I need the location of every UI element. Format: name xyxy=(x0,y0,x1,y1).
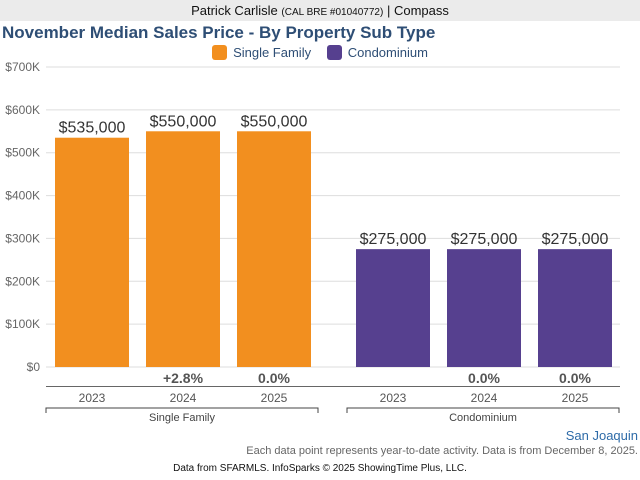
legend-swatch-single-family xyxy=(212,45,228,60)
y-tick-label: $300K xyxy=(5,231,40,245)
data-label: $550,000 xyxy=(241,113,308,130)
bar xyxy=(237,131,311,367)
x-tick-label: 2023 xyxy=(79,391,106,405)
group-label: Single Family xyxy=(149,412,216,424)
x-tick-label: 2023 xyxy=(380,391,407,405)
data-label: $275,000 xyxy=(360,231,427,248)
chart-title: November Median Sales Price - By Propert… xyxy=(2,23,436,42)
y-tick-label: $600K xyxy=(5,103,40,117)
data-label: $550,000 xyxy=(150,113,217,130)
bar xyxy=(356,249,430,367)
agent-header: Patrick Carlisle (CAL BRE #01040772) | C… xyxy=(0,0,640,21)
group-label: Condominium xyxy=(449,412,517,424)
bar xyxy=(538,249,612,367)
bar xyxy=(55,137,129,367)
group-bracket xyxy=(346,407,620,413)
bar xyxy=(146,131,220,367)
agent-name: Patrick Carlisle xyxy=(191,3,278,18)
pct-change-label: 0.0% xyxy=(559,370,591,386)
bar xyxy=(447,249,521,367)
pct-change-label: +2.8% xyxy=(163,370,204,386)
data-credit: Data from SFARMLS. InfoSparks © 2025 Sho… xyxy=(173,463,467,474)
y-tick-label: $400K xyxy=(5,189,40,203)
x-tick-label: 2025 xyxy=(562,391,589,405)
license-number: (CAL BRE #01040772) xyxy=(281,7,384,18)
legend-swatch-condominium xyxy=(326,45,342,60)
y-tick-label: $700K xyxy=(5,60,40,74)
data-note: Each data point represents year-to-date … xyxy=(246,445,638,457)
legend-item-condominium[interactable]: Condominium xyxy=(326,45,428,60)
y-tick-label: $500K xyxy=(5,146,40,160)
y-tick-label: $200K xyxy=(5,274,40,288)
pct-change-label: 0.0% xyxy=(258,370,290,386)
brokerage-name: Compass xyxy=(393,3,449,18)
legend-label-condominium: Condominium xyxy=(347,45,428,60)
legend-item-single-family[interactable]: Single Family xyxy=(212,45,311,60)
chart-legend: Single Family Condominium xyxy=(0,45,640,63)
header-separator: | xyxy=(386,3,391,18)
legend-label-single-family: Single Family xyxy=(233,45,312,60)
data-label: $275,000 xyxy=(451,231,518,248)
data-label: $535,000 xyxy=(59,120,126,137)
x-tick-label: 2024 xyxy=(471,391,498,405)
y-tick-label: $100K xyxy=(5,317,40,331)
region-label: San Joaquin xyxy=(565,428,638,443)
group-bracket xyxy=(45,407,319,413)
pct-change-label: 0.0% xyxy=(468,370,500,386)
x-tick-label: 2025 xyxy=(261,391,288,405)
data-label: $275,000 xyxy=(542,231,609,248)
y-tick-label: $0 xyxy=(27,360,41,374)
x-tick-label: 2024 xyxy=(170,391,197,405)
